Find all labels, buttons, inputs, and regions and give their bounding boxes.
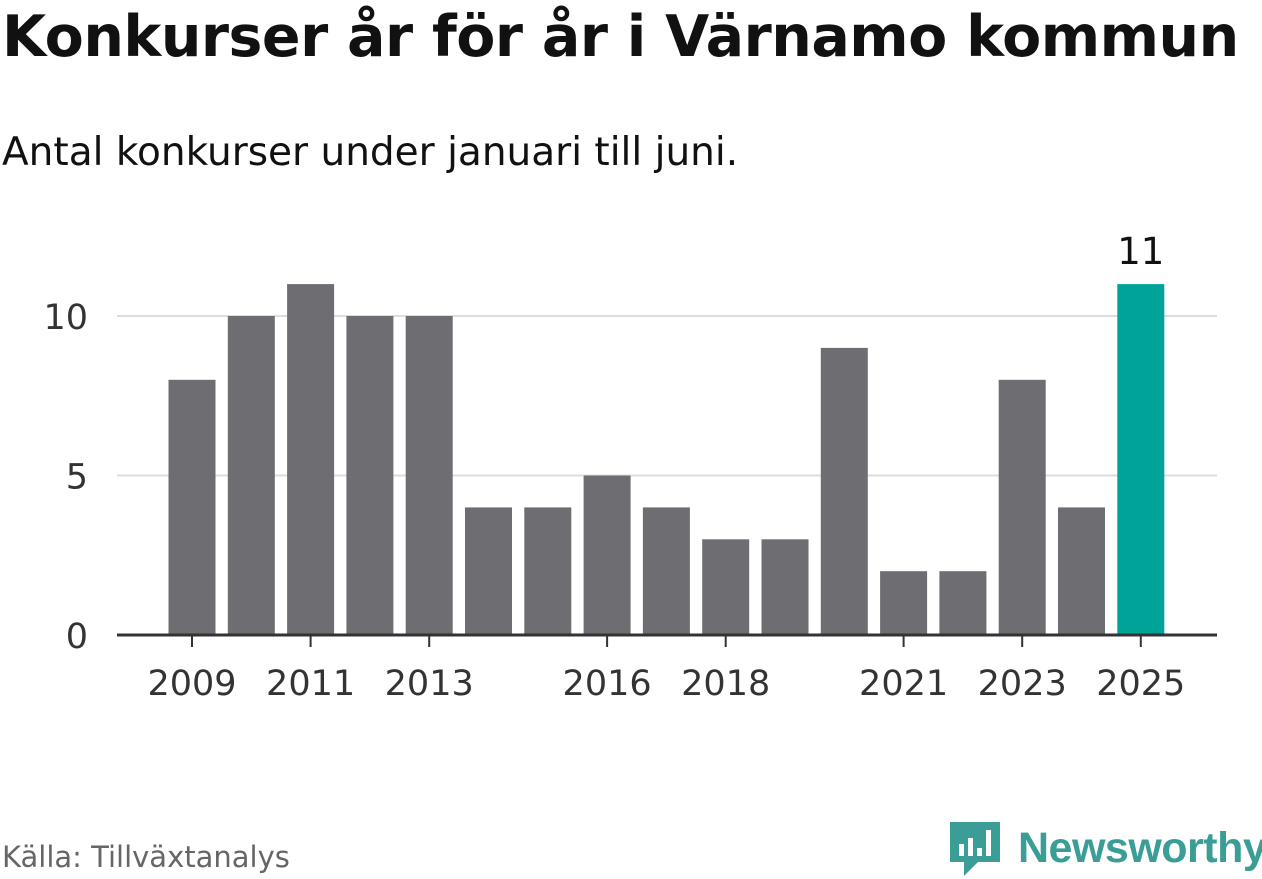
bars: [168, 284, 1165, 635]
labels: 0 5 10 2009 2011 2013 2016 2018 2021 2023 2025 11: [43, 230, 1185, 704]
chart-subtitle: Antal konkurser under januari till juni.: [2, 130, 739, 175]
y-tick-label-5: 5: [66, 458, 88, 498]
x-tick-label-2011: 2011: [266, 664, 355, 704]
bar-2024: [1058, 507, 1105, 635]
bar-2012: [346, 316, 394, 635]
bar-2017: [642, 507, 690, 635]
bar-2021: [880, 571, 928, 635]
data-label-2025: 11: [1117, 230, 1164, 273]
chart-title: Konkurser år för år i Värnamo kommun: [2, 4, 1239, 70]
bar-2018: [702, 539, 750, 635]
x-tick-label-2016: 2016: [563, 664, 652, 704]
bar-2022: [939, 571, 987, 635]
logo-chart-icon: [950, 822, 1000, 876]
source-note: Källa: Tillväxtanalys: [2, 840, 290, 874]
x-tick-label-2021: 2021: [859, 664, 948, 704]
grid-lines: [117, 315, 1217, 477]
bar-2020: [820, 347, 868, 635]
bar-2013: [405, 316, 453, 635]
bar-2019: [761, 539, 809, 635]
bar-2023: [998, 379, 1046, 635]
bar-2011: [287, 284, 335, 635]
bar-2025: [1117, 284, 1165, 635]
x-tick-label-2013: 2013: [385, 664, 474, 704]
y-tick-label-0: 0: [66, 617, 88, 657]
y-tick-label-10: 10: [43, 298, 88, 338]
bar-2016: [583, 475, 631, 635]
x-tick-label-2025: 2025: [1096, 664, 1185, 704]
bar-2009: [168, 379, 216, 635]
newsworthy-logo: Newsworthy: [950, 818, 1262, 878]
x-tick-label-2023: 2023: [978, 664, 1067, 704]
axes: [117, 633, 1217, 647]
bar-2015: [524, 507, 572, 635]
x-tick-label-2009: 2009: [147, 664, 236, 704]
bar-2014: [465, 507, 512, 635]
bar-2010: [227, 316, 275, 635]
x-tick-label-2018: 2018: [681, 664, 770, 704]
logo-text: Newsworthy: [1018, 823, 1262, 872]
